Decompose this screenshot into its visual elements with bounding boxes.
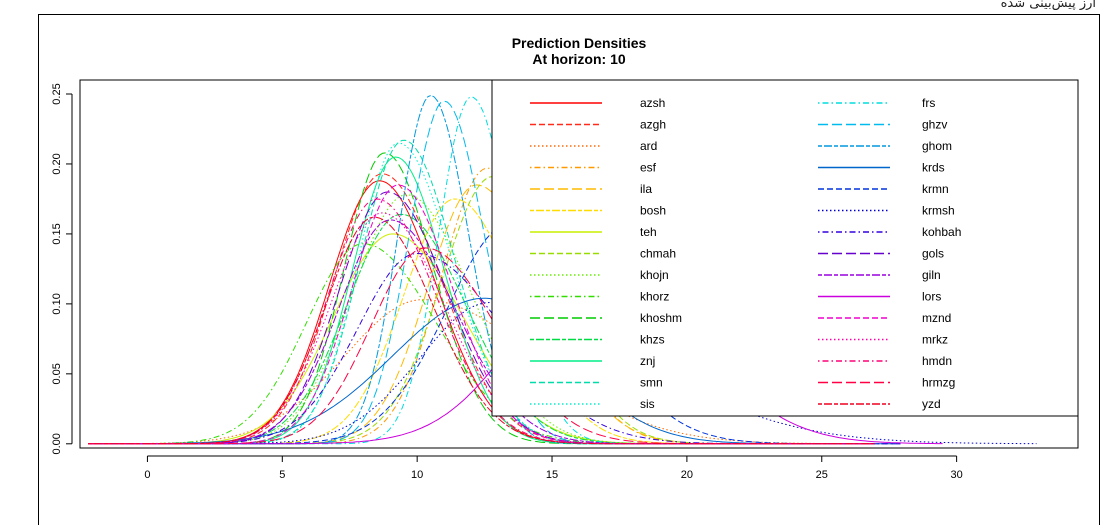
- legend-label-krmsh: krmsh: [922, 204, 955, 218]
- x-tick-label: 30: [950, 469, 962, 481]
- legend-label-esf: esf: [640, 161, 657, 175]
- legend-label-sis: sis: [640, 397, 655, 411]
- legend-label-krds: krds: [922, 161, 945, 175]
- x-tick-label: 0: [144, 469, 150, 481]
- legend-label-hrmzg: hrmzg: [922, 376, 955, 390]
- legend-label-chmah: chmah: [640, 247, 676, 261]
- x-tick-label: 25: [816, 469, 828, 481]
- y-tick-label: 0.10: [51, 293, 63, 314]
- x-tick-label: 15: [546, 469, 558, 481]
- axes-layer: 0 5 10 15 20 25 30 0.00 0.05 0.10 0.15 0.20 0.25: [51, 83, 963, 481]
- legend-label-giln: giln: [922, 268, 941, 282]
- legend-label-ila: ila: [640, 182, 652, 196]
- legend-label-khojn: khojn: [640, 268, 669, 282]
- y-tick-label: 0.25: [51, 83, 63, 104]
- legend-label-mznd: mznd: [922, 311, 951, 325]
- legend-label-teh: teh: [640, 225, 657, 239]
- y-tick-label: 0.05: [51, 363, 63, 384]
- legend-label-azgh: azgh: [640, 118, 666, 132]
- legend-label-ghom: ghom: [922, 139, 952, 153]
- x-tick-label: 10: [411, 469, 423, 481]
- legend-label-yzd: yzd: [922, 397, 941, 411]
- series-line-khojn: [88, 194, 875, 445]
- legend-label-ghzv: ghzv: [922, 118, 947, 132]
- legend-label-ard: ard: [640, 139, 657, 153]
- legend-label-bosh: bosh: [640, 204, 666, 218]
- y-tick-label: 0.00: [51, 433, 63, 454]
- series-line-yzd: [88, 216, 875, 445]
- legend-label-khzs: khzs: [640, 333, 665, 347]
- legend-label-khoshm: khoshm: [640, 311, 682, 325]
- series-line-khorz: [88, 243, 875, 445]
- legend-label-mrkz: mrkz: [922, 333, 948, 347]
- y-tick-label: 0.15: [51, 223, 63, 244]
- chart-title: Prediction Densities: [512, 35, 647, 51]
- legend: azsh azgh ard esf ila bosh teh chmah khojn khorz k…: [491, 79, 1079, 417]
- legend-label-azsh: azsh: [640, 96, 665, 110]
- x-tick-label: 5: [279, 469, 285, 481]
- legend-label-smn: smn: [640, 376, 663, 390]
- legend-label-khorz: khorz: [640, 290, 669, 304]
- legend-label-hmdn: hmdn: [922, 354, 952, 368]
- legend-box: [491, 79, 1079, 417]
- legend-label-krmn: krmn: [922, 182, 949, 196]
- legend-label-frs: frs: [922, 96, 935, 110]
- y-tick-label: 0.20: [51, 153, 63, 174]
- top-caption: ارز پیش‌بینی شده: [1000, 0, 1096, 11]
- legend-label-znj: znj: [640, 354, 655, 368]
- x-tick-label: 20: [681, 469, 693, 481]
- legend-label-kohbah: kohbah: [922, 225, 961, 239]
- legend-label-lors: lors: [922, 290, 941, 304]
- legend-label-gols: gols: [922, 247, 944, 261]
- chart-subtitle: At horizon: 10: [532, 51, 626, 67]
